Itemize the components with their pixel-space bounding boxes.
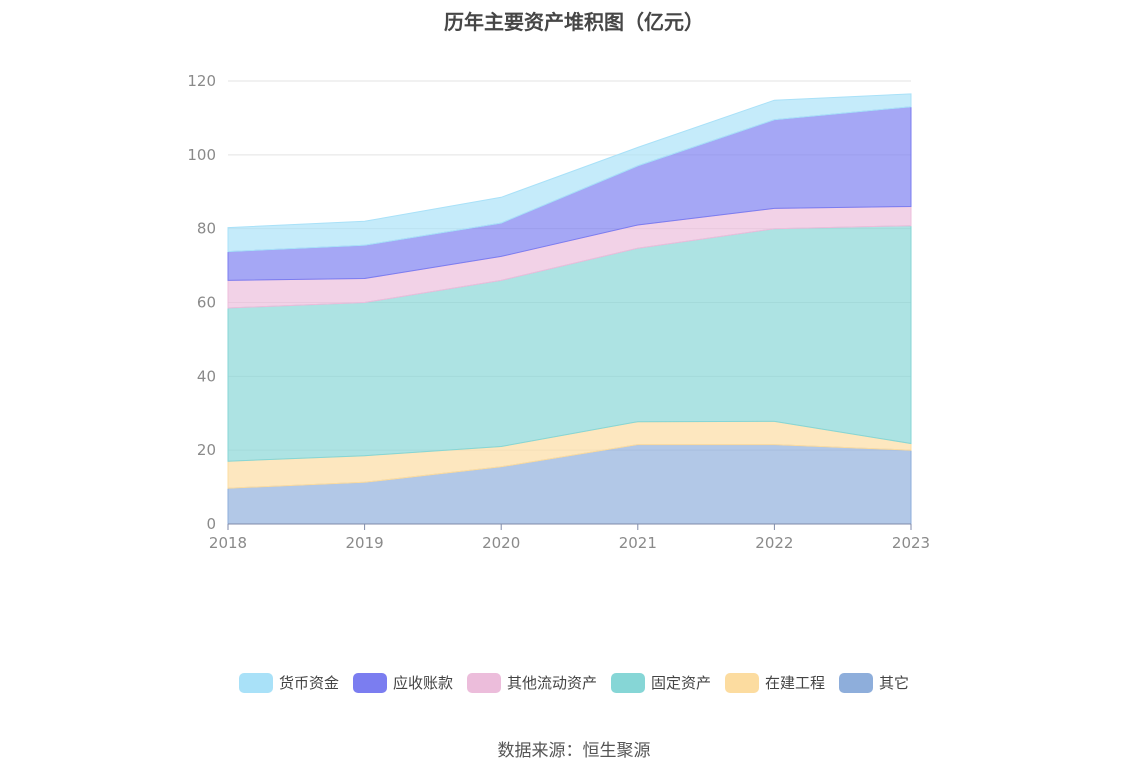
legend-label: 固定资产 xyxy=(651,674,712,692)
y-tick-label: 20 xyxy=(197,441,216,459)
y-tick-label: 0 xyxy=(206,515,216,533)
legend-swatch xyxy=(352,672,387,693)
legend-label: 其他流动资产 xyxy=(506,674,597,692)
legend-item-other-current-assets[interactable]: 其他流动资产 xyxy=(466,672,597,693)
legend-swatch xyxy=(466,672,501,693)
data-source: 数据来源：恒生聚源 xyxy=(497,741,651,761)
legend-label: 货币资金 xyxy=(278,674,339,692)
y-tick-label: 100 xyxy=(187,146,216,164)
y-tick-label: 40 xyxy=(197,367,216,385)
x-tick-label: 2023 xyxy=(892,534,930,552)
x-tick-label: 2019 xyxy=(346,534,384,552)
x-tick-label: 2018 xyxy=(209,534,247,552)
legend-swatch xyxy=(238,672,273,693)
legend-item-construction-in-progress[interactable]: 在建工程 xyxy=(725,672,825,693)
legend-label: 其它 xyxy=(879,674,910,692)
legend-item-fixed-assets[interactable]: 固定资产 xyxy=(611,672,711,693)
x-tick-label: 2022 xyxy=(755,534,793,552)
legend-label: 应收账款 xyxy=(392,674,453,692)
area-series xyxy=(227,93,912,525)
legend-item-receivables[interactable]: 应收账款 xyxy=(352,672,453,693)
legend-item-others[interactable]: 其它 xyxy=(839,672,909,693)
x-tick-label: 2021 xyxy=(619,534,657,552)
y-tick-label: 120 xyxy=(187,72,216,90)
y-tick-label: 60 xyxy=(197,294,216,312)
legend-swatch xyxy=(725,672,760,693)
area-货币资金 xyxy=(227,93,912,253)
chart-title: 历年主要资产堆积图（亿元） xyxy=(444,10,704,34)
legend-label: 在建工程 xyxy=(765,674,826,692)
legend-swatch xyxy=(611,672,645,693)
y-tick-label: 80 xyxy=(197,220,216,238)
legend: 货币资金 应收账款 其他流动资产 固定资产 在建工程 其它 xyxy=(0,672,1148,693)
x-tick-label: 2020 xyxy=(482,534,520,552)
axes: 0 20 40 60 80 100 120 2018 2019 2020 2021 2022 2023 xyxy=(187,72,930,552)
legend-item-cash[interactable]: 货币资金 xyxy=(238,672,339,693)
legend-swatch xyxy=(839,672,874,693)
